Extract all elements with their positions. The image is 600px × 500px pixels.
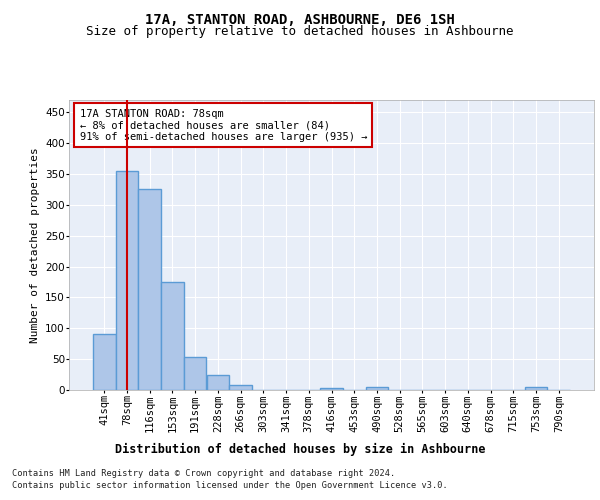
Bar	[229, 385, 252, 390]
Text: Contains public sector information licensed under the Open Government Licence v3: Contains public sector information licen…	[12, 481, 448, 490]
Bar	[116, 171, 139, 390]
Text: Distribution of detached houses by size in Ashbourne: Distribution of detached houses by size …	[115, 442, 485, 456]
Bar	[139, 190, 161, 390]
Text: 17A, STANTON ROAD, ASHBOURNE, DE6 1SH: 17A, STANTON ROAD, ASHBOURNE, DE6 1SH	[145, 12, 455, 26]
Text: Contains HM Land Registry data © Crown copyright and database right 2024.: Contains HM Land Registry data © Crown c…	[12, 469, 395, 478]
Bar	[93, 334, 116, 390]
Bar	[206, 374, 229, 390]
Bar	[184, 358, 206, 390]
Bar	[161, 282, 184, 390]
Bar	[524, 387, 547, 390]
Text: Size of property relative to detached houses in Ashbourne: Size of property relative to detached ho…	[86, 25, 514, 38]
Bar	[365, 387, 388, 390]
Bar	[320, 388, 343, 390]
Text: 17A STANTON ROAD: 78sqm
← 8% of detached houses are smaller (84)
91% of semi-det: 17A STANTON ROAD: 78sqm ← 8% of detached…	[79, 108, 367, 142]
Y-axis label: Number of detached properties: Number of detached properties	[29, 147, 40, 343]
